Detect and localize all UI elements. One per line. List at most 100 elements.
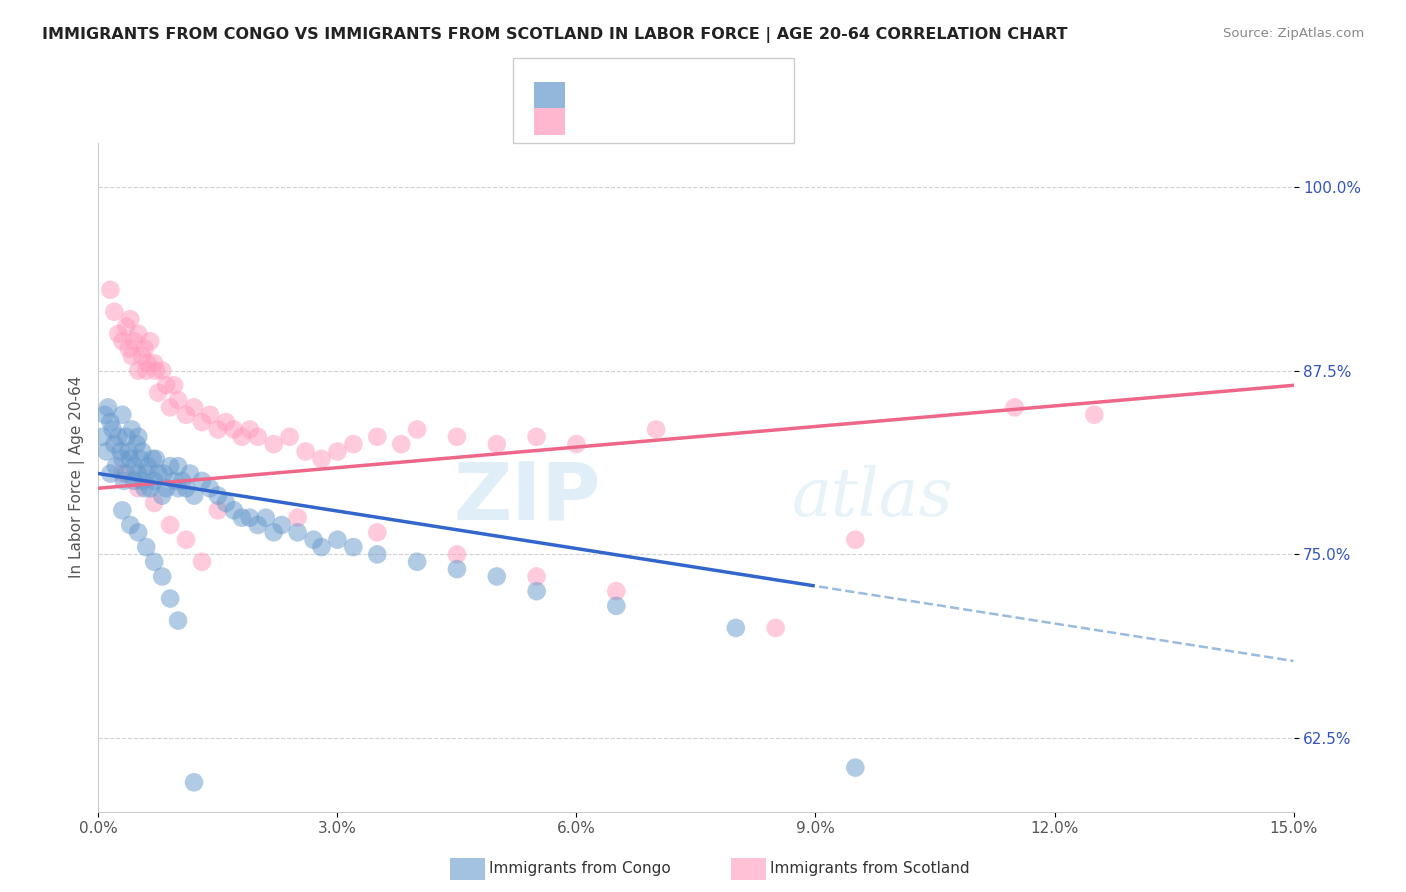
Point — [406, 555, 429, 569]
Point — [526, 430, 548, 444]
Point — [254, 510, 277, 524]
Point — [124, 474, 146, 488]
Point — [135, 467, 157, 481]
Point — [143, 474, 166, 488]
Point — [366, 525, 388, 540]
Point — [118, 342, 141, 356]
Point — [163, 474, 186, 488]
Point — [246, 430, 269, 444]
Point — [174, 481, 197, 495]
Point — [131, 349, 153, 363]
Point — [191, 555, 214, 569]
Point — [131, 474, 153, 488]
Point — [120, 451, 142, 466]
Point — [207, 422, 229, 436]
Point — [127, 430, 149, 444]
Point — [526, 584, 548, 599]
Point — [198, 481, 221, 495]
Point — [150, 363, 173, 377]
Point — [111, 408, 134, 422]
Point — [167, 481, 190, 495]
Point — [406, 422, 429, 436]
Point — [278, 430, 301, 444]
Point — [98, 415, 122, 429]
Point — [246, 518, 269, 533]
Text: atlas: atlas — [792, 465, 953, 530]
Point — [111, 334, 134, 349]
Point — [326, 533, 349, 547]
Point — [645, 422, 668, 436]
Point — [311, 540, 333, 554]
Point — [222, 503, 245, 517]
Point — [111, 451, 134, 466]
Point — [389, 437, 412, 451]
Point — [311, 451, 333, 466]
Point — [143, 356, 166, 370]
Point — [446, 562, 468, 576]
Point — [121, 349, 143, 363]
Point — [179, 467, 201, 481]
Point — [167, 614, 190, 628]
Point — [174, 408, 197, 422]
Text: R = -0.140   N = 79: R = -0.140 N = 79 — [576, 87, 759, 103]
Point — [136, 356, 159, 370]
Point — [143, 555, 166, 569]
Point — [145, 451, 167, 466]
Point — [94, 408, 117, 422]
Point — [270, 518, 292, 533]
Point — [118, 444, 141, 458]
Point — [231, 510, 253, 524]
Point — [172, 474, 194, 488]
Point — [136, 459, 159, 474]
Point — [110, 444, 132, 458]
Point — [231, 430, 253, 444]
Point — [239, 422, 262, 436]
Point — [167, 392, 190, 407]
Point — [263, 437, 285, 451]
Point — [565, 437, 588, 451]
Point — [159, 459, 181, 474]
Point — [191, 415, 214, 429]
Point — [183, 489, 205, 503]
Point — [143, 496, 166, 510]
Point — [150, 569, 173, 583]
Point — [101, 422, 124, 436]
Point — [115, 430, 138, 444]
Point — [152, 467, 174, 481]
Point — [131, 444, 153, 458]
Point — [139, 334, 162, 349]
Point — [121, 422, 143, 436]
Point — [96, 444, 118, 458]
Point — [134, 481, 156, 495]
Point — [207, 503, 229, 517]
Point — [139, 481, 162, 495]
Text: ZIP: ZIP — [453, 458, 600, 536]
Text: Immigrants from Congo: Immigrants from Congo — [489, 862, 671, 876]
Point — [98, 283, 122, 297]
Point — [135, 363, 157, 377]
Point — [103, 437, 125, 451]
Point — [134, 342, 156, 356]
Point — [183, 775, 205, 789]
Point — [302, 533, 325, 547]
Point — [107, 326, 129, 341]
Point — [115, 319, 138, 334]
Point — [446, 430, 468, 444]
Text: R =  0.114   N = 64: R = 0.114 N = 64 — [576, 114, 759, 129]
Point — [215, 496, 238, 510]
Point — [605, 584, 627, 599]
Point — [222, 422, 245, 436]
Point — [107, 430, 129, 444]
Point — [342, 540, 364, 554]
Point — [155, 378, 177, 392]
Point — [183, 401, 205, 415]
Point — [844, 761, 866, 775]
Point — [159, 518, 181, 533]
Point — [125, 437, 148, 451]
Point — [215, 415, 238, 429]
Point — [127, 481, 149, 495]
Point — [127, 467, 149, 481]
Point — [150, 489, 173, 503]
Point — [366, 430, 388, 444]
Point — [155, 481, 177, 495]
